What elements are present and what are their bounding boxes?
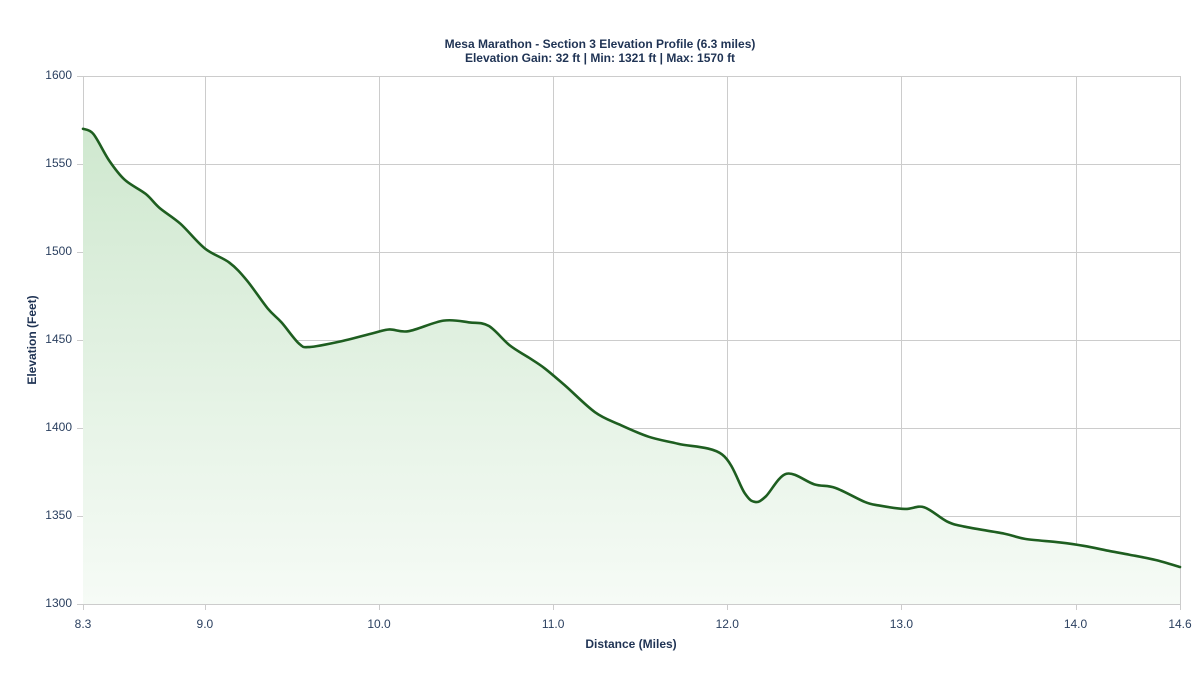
y-tick-label: 1450: [45, 332, 72, 346]
y-tick-label: 1300: [45, 596, 72, 610]
x-tick-label: 14.0: [1063, 617, 1088, 631]
y-tick-label: 1500: [45, 244, 72, 258]
y-tick-label: 1600: [45, 68, 72, 82]
x-tick-label: 12.0: [715, 617, 739, 631]
chart-title: Mesa Marathon - Section 3 Elevation Prof…: [0, 37, 1200, 65]
x-tick-label: 8.3: [74, 617, 92, 631]
chart-title-main: Mesa Marathon - Section 3 Elevation Prof…: [444, 37, 756, 51]
chart-subtitle: Elevation Gain: 32 ft | Min: 1321 ft | M…: [464, 51, 736, 65]
y-tick-label: 1350: [45, 508, 72, 522]
x-tick-label: 11.0: [541, 617, 565, 631]
elevation-line: [81, 127, 1182, 569]
y-axis-label: Elevation (Feet): [25, 295, 39, 385]
elevation-area-fill: [83, 128, 1180, 605]
x-tick-label: 9.0: [196, 617, 214, 631]
x-tick-label: 13.0: [889, 617, 914, 631]
y-tick-label: 1550: [45, 156, 72, 170]
x-tick-label: 14.6: [1168, 617, 1192, 631]
x-tick-label: 10.0: [367, 617, 391, 631]
y-tick-label: 1400: [45, 420, 72, 434]
x-axis-label: Distance (Miles): [585, 637, 677, 651]
